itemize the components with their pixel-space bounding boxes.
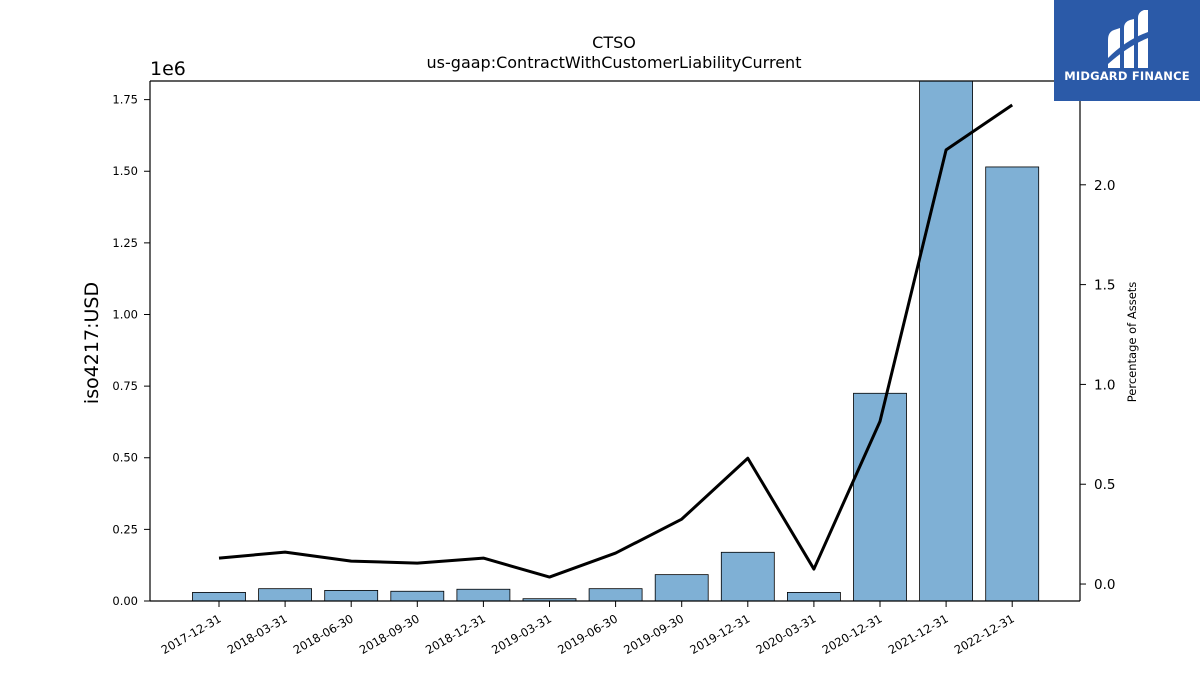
x-tick-label: 2019-12-31 [687,611,752,657]
bar [654,574,709,602]
y2-axis-label: Percentage of Assets [1125,282,1139,403]
bar [456,588,511,602]
brand-logo: MIDGARD FINANCE [1054,0,1200,101]
logo-text: MIDGARD FINANCE [1064,69,1190,83]
y-tick-label: 0.25 [112,522,138,536]
bar [258,588,313,602]
x-tick-label: 2018-03-31 [225,611,290,657]
y-tick-label: 1.25 [112,236,138,250]
chart-title: CTSO [592,33,636,52]
x-tick-label: 2019-03-31 [489,611,554,657]
bar [390,590,445,602]
logo-icon [1108,10,1148,68]
y-tick-label: 1.50 [112,164,138,178]
line-series [218,103,1014,579]
bar [324,589,379,602]
bar [853,392,907,602]
bar [720,551,775,602]
chart-subtitle: us-gaap:ContractWithCustomerLiabilityCur… [427,53,802,72]
x-tick-label: 2018-12-31 [423,611,488,657]
y2-tick-label: 0.0 [1094,577,1115,593]
x-tick-label: 2020-12-31 [820,611,885,657]
x-tick-label: 2019-09-30 [621,611,686,657]
bar-series [192,80,1040,602]
bar [787,592,841,602]
y-multiplier-label: 1e6 [150,58,186,80]
y2-tick-label: 0.5 [1094,477,1115,493]
x-tick-label: 2021-12-31 [886,611,951,657]
y-tick-label: 1.00 [112,307,138,321]
x-tick-label: 2018-06-30 [291,611,356,657]
x-tick-label: 2020-03-31 [754,611,819,657]
bar [985,166,1040,602]
x-tick-label: 2018-09-30 [357,611,422,657]
bar [192,592,246,602]
y-tick-label: 0.75 [112,379,138,393]
y-axis-label: iso4217:USD [81,282,103,404]
percentage-line [218,103,1014,579]
y2-tick-label: 1.5 [1094,278,1115,294]
bar [588,588,643,602]
y2-tick-label: 2.0 [1094,178,1115,194]
x-tick-label: 2022-12-31 [952,611,1017,657]
y-tick-label: 0.50 [112,451,138,465]
bar [919,80,973,602]
x-tick-label: 2019-06-30 [555,611,620,657]
y2-tick-label: 1.0 [1094,377,1115,393]
y-tick-label: 0.00 [112,594,138,608]
x-tick-label: 2017-12-31 [159,611,224,657]
y-tick-label: 1.75 [112,93,138,107]
